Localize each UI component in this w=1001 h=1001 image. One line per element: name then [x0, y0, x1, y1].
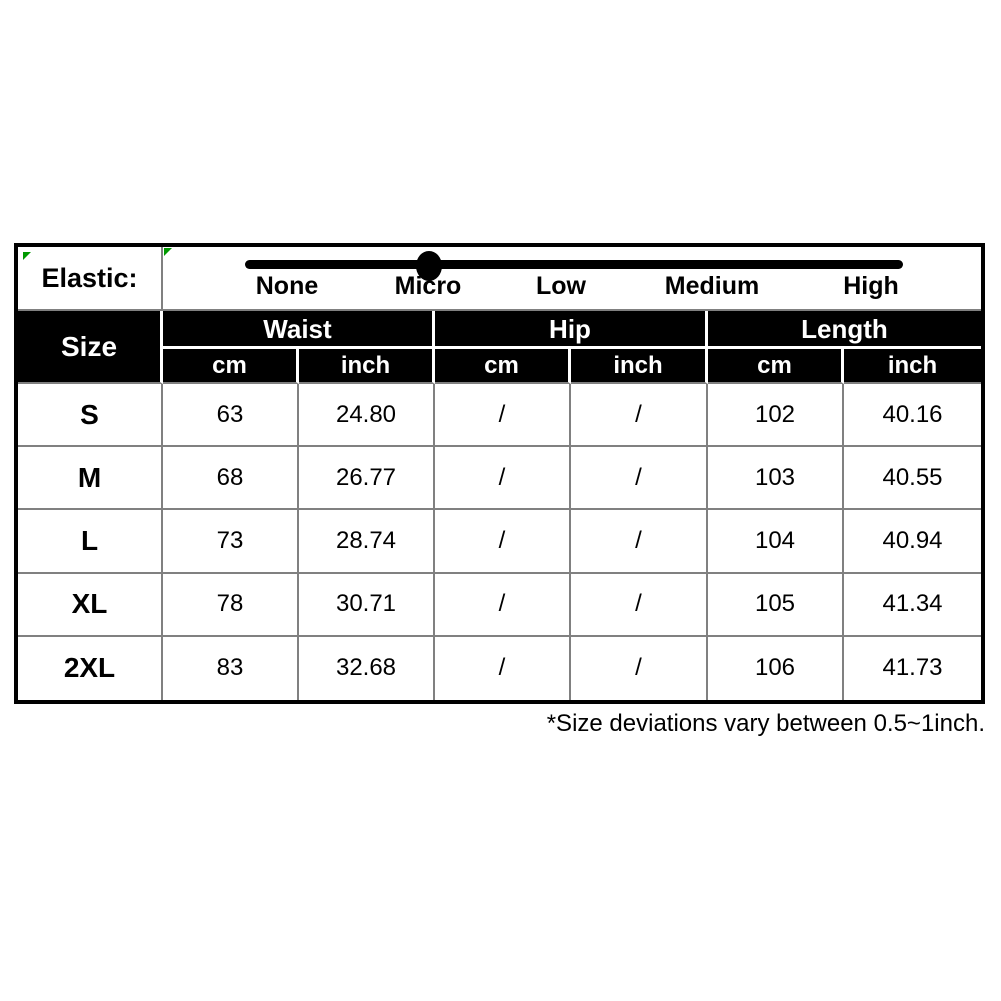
- column-header-size: Size: [18, 311, 163, 384]
- row-m-length-cm: 103: [708, 447, 844, 511]
- elastic-option-medium: Medium: [664, 272, 760, 300]
- row-2xl-waist-cm: 83: [163, 636, 299, 700]
- row-xl-length-cm: 105: [708, 573, 844, 637]
- row-2xl-hip-cm: /: [435, 636, 571, 700]
- row-m-hip-cm: /: [435, 447, 571, 511]
- unit-header-hip-cm: cm: [435, 349, 571, 384]
- row-s-hip-cm: /: [435, 384, 571, 448]
- row-m-size: M: [18, 447, 163, 511]
- row-l-length-inch: 40.94: [844, 510, 981, 574]
- unit-header-length-cm: cm: [708, 349, 844, 384]
- column-group-length: Length: [708, 311, 981, 349]
- unit-header-waist-inch: inch: [299, 349, 435, 384]
- size-chart-table: Elastic: None Micro Low Medium High Size…: [14, 243, 985, 704]
- row-l-length-cm: 104: [708, 510, 844, 574]
- row-2xl-length-inch: 41.73: [882, 654, 943, 682]
- elastic-row-label: Elastic:: [18, 247, 163, 311]
- unit-header-waist-cm: cm: [163, 349, 299, 384]
- column-group-waist: Waist: [163, 311, 435, 349]
- row-l-waist-inch: 28.74: [299, 510, 435, 574]
- row-s-size: S: [18, 384, 163, 448]
- size-deviation-note: *Size deviations vary between 0.5~1inch.: [546, 710, 985, 737]
- row-xl-size: XL: [18, 573, 163, 637]
- row-2xl-hip-inch: /: [571, 636, 708, 700]
- row-s-waist-inch: 24.80: [299, 384, 435, 448]
- column-group-hip: Hip: [435, 311, 708, 349]
- elastic-slider: None Micro Low Medium High: [163, 247, 981, 311]
- row-s-length-cm: 102: [708, 384, 844, 448]
- row-s-waist-cm: 63: [163, 384, 299, 448]
- elastic-option-none: None: [255, 272, 319, 300]
- row-xl-hip-cm: /: [435, 573, 571, 637]
- unit-header-hip-inch: inch: [571, 349, 708, 384]
- elastic-slider-handle[interactable]: [416, 251, 442, 281]
- row-s-hip-inch: /: [571, 384, 708, 448]
- row-m-waist-cm: 68: [163, 447, 299, 511]
- row-m-length-inch: 40.55: [844, 447, 981, 511]
- row-xl-waist-inch: 30.71: [299, 573, 435, 637]
- row-xl-hip-inch: /: [571, 573, 708, 637]
- unit-header-length-inch: inch: [844, 349, 981, 384]
- cell-corner-indicator-icon: [23, 252, 31, 260]
- row-l-size: L: [18, 510, 163, 574]
- row-l-waist-cm: 73: [163, 510, 299, 574]
- cell-corner-indicator-icon: [164, 248, 172, 256]
- row-s-length-inch: 40.16: [844, 384, 981, 448]
- elastic-slider-track: [245, 260, 903, 269]
- elastic-option-high: High: [843, 272, 899, 300]
- row-m-waist-inch: 26.77: [299, 447, 435, 511]
- row-2xl-length-cm: 106: [708, 636, 844, 700]
- elastic-option-low: Low: [536, 272, 586, 300]
- row-m-hip-inch: /: [571, 447, 708, 511]
- row-xl-waist-cm: 78: [163, 573, 299, 637]
- row-2xl-waist-inch: 32.68: [299, 636, 435, 700]
- row-2xl-size: 2XL: [18, 636, 163, 700]
- row-xl-length-inch: 41.34: [844, 574, 981, 637]
- row-l-hip-inch: /: [571, 510, 708, 574]
- elastic-option-micro: Micro: [394, 272, 462, 300]
- row-l-hip-cm: /: [435, 510, 571, 574]
